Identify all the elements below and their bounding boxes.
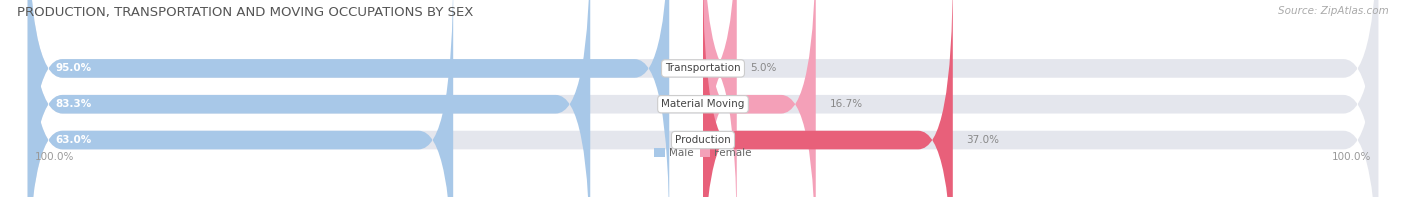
Legend: Male, Female: Male, Female: [650, 144, 756, 162]
FancyBboxPatch shape: [28, 0, 591, 197]
Text: Material Moving: Material Moving: [661, 99, 745, 109]
Text: 37.0%: 37.0%: [966, 135, 1000, 145]
FancyBboxPatch shape: [28, 0, 453, 197]
FancyBboxPatch shape: [28, 0, 1378, 197]
FancyBboxPatch shape: [28, 0, 1378, 197]
FancyBboxPatch shape: [28, 0, 1378, 197]
Text: Transportation: Transportation: [665, 63, 741, 73]
Text: PRODUCTION, TRANSPORTATION AND MOVING OCCUPATIONS BY SEX: PRODUCTION, TRANSPORTATION AND MOVING OC…: [17, 6, 474, 19]
Text: 83.3%: 83.3%: [55, 99, 91, 109]
Text: 16.7%: 16.7%: [830, 99, 863, 109]
FancyBboxPatch shape: [703, 0, 815, 197]
Text: 5.0%: 5.0%: [751, 63, 778, 73]
Text: 100.0%: 100.0%: [35, 152, 75, 162]
FancyBboxPatch shape: [28, 0, 669, 197]
Text: 95.0%: 95.0%: [55, 63, 91, 73]
Text: 100.0%: 100.0%: [1331, 152, 1371, 162]
Text: Source: ZipAtlas.com: Source: ZipAtlas.com: [1278, 6, 1389, 16]
FancyBboxPatch shape: [703, 0, 953, 197]
Text: Production: Production: [675, 135, 731, 145]
FancyBboxPatch shape: [703, 0, 738, 197]
Text: 63.0%: 63.0%: [55, 135, 91, 145]
